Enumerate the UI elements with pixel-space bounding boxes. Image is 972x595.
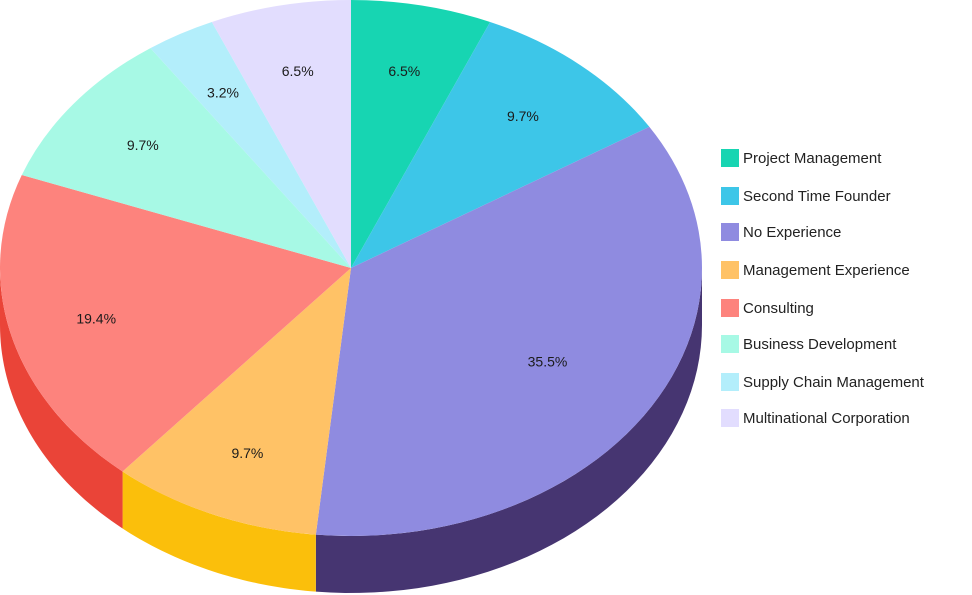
- legend-label: Second Time Founder: [743, 187, 891, 205]
- pie-slice-labels: 6.5% 9.7% 35.5% 9.7% 19.4% 9.7% 3.2% 6.5%: [76, 63, 567, 461]
- legend-item-supply-chain-management[interactable]: Supply Chain Management: [721, 372, 924, 392]
- pie-slice-project-management[interactable]: [351, 0, 491, 268]
- pie-slice-management-experience[interactable]: [122, 268, 351, 535]
- pie-slice-business-development[interactable]: [21, 48, 352, 268]
- legend-swatch: [721, 373, 739, 391]
- legend-swatch: [721, 409, 739, 427]
- legend-swatch: [721, 261, 739, 279]
- pie-side-no-experience: [315, 268, 702, 593]
- slice-label-no-experience: 35.5%: [528, 354, 568, 370]
- legend-item-business-development[interactable]: Business Development: [721, 334, 896, 354]
- legend-swatch: [721, 299, 739, 317]
- slice-label-second-time-founder: 9.7%: [507, 108, 539, 124]
- legend-swatch: [721, 335, 739, 353]
- pie-slice-multinational-corporation[interactable]: [211, 0, 351, 268]
- legend-label: Supply Chain Management: [743, 373, 924, 391]
- slice-label-multinational-corporation: 6.5%: [282, 63, 314, 79]
- pie-side-consulting: [0, 268, 123, 529]
- legend-item-consulting[interactable]: Consulting: [721, 298, 814, 318]
- legend-label: Consulting: [743, 299, 814, 317]
- legend-item-multinational-corporation[interactable]: Multinational Corporation: [721, 408, 910, 428]
- pie-depth-sides: [0, 268, 702, 593]
- pie-slice-supply-chain-management[interactable]: [150, 21, 351, 269]
- legend-swatch: [721, 149, 739, 167]
- pie-slice-no-experience[interactable]: [315, 126, 702, 536]
- slice-label-project-management: 6.5%: [388, 63, 420, 79]
- legend-label: Multinational Corporation: [743, 409, 910, 427]
- pie-slice-consulting[interactable]: [0, 175, 351, 472]
- legend-label: Project Management: [743, 149, 882, 167]
- legend-label: Business Development: [743, 335, 897, 353]
- legend-swatch: [721, 187, 739, 205]
- legend-item-management-experience[interactable]: Management Experience: [721, 260, 910, 280]
- legend-item-second-time-founder[interactable]: Second Time Founder: [721, 186, 891, 206]
- legend-item-project-management[interactable]: Project Management: [721, 148, 881, 168]
- slice-label-management-experience: 9.7%: [231, 445, 263, 461]
- legend-label: Management Experience: [743, 261, 910, 279]
- slice-label-consulting: 19.4%: [76, 311, 116, 327]
- pie-slices: [0, 0, 702, 536]
- slice-label-business-development: 9.7%: [127, 137, 159, 153]
- legend-label: No Experience: [743, 223, 842, 241]
- legend-item-no-experience[interactable]: No Experience: [721, 222, 841, 242]
- pie-side-management-experience: [122, 471, 316, 592]
- pie-slice-second-time-founder[interactable]: [351, 21, 650, 269]
- slice-label-supply-chain-management: 3.2%: [207, 84, 239, 100]
- legend-swatch: [721, 223, 739, 241]
